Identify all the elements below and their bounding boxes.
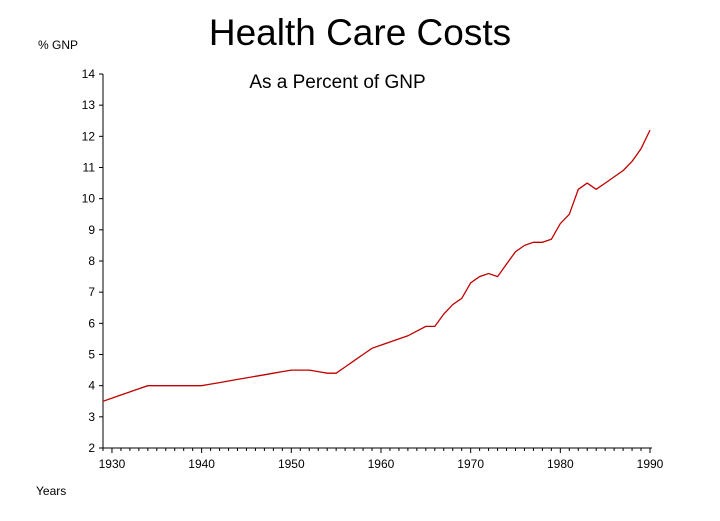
y-tick-label: 12: [82, 129, 96, 143]
y-tick-label: 6: [88, 316, 95, 330]
chart-title: Health Care Costs: [208, 12, 512, 53]
x-tick-label: 1960: [368, 457, 395, 471]
y-tick-label: 4: [88, 379, 95, 393]
plot-area: [102, 129, 651, 402]
axes: 2 3 4 5 6 7 8 9 10 11 12 13 14 1930 1940 1950 1960 1970 19…: [82, 67, 664, 471]
y-tick-label: 11: [83, 161, 96, 175]
series-line: [102, 129, 651, 402]
x-tick-label: 1950: [278, 457, 305, 471]
x-tick-label: 1940: [188, 457, 215, 471]
y-tick-label: 2: [88, 441, 95, 455]
y-tick-label: 5: [88, 348, 95, 362]
y-tick-label: 14: [82, 67, 96, 81]
x-tick-label: 1990: [637, 457, 664, 471]
x-tick-label: 1970: [457, 457, 484, 471]
y-tick-label: 8: [88, 254, 95, 268]
y-tick-label: 3: [88, 410, 95, 424]
y-tick-label: 13: [82, 98, 96, 112]
chart-subtitle: As a Percent of GNP: [249, 72, 426, 93]
y-axis-label: % GNP: [38, 38, 79, 52]
x-axis-label: Years: [36, 484, 67, 498]
y-tick-label: 7: [88, 285, 95, 299]
x-tick-label: 1980: [547, 457, 574, 471]
y-tick-label: 10: [82, 192, 96, 206]
x-tick-label: 1930: [99, 457, 126, 471]
y-tick-label: 9: [88, 223, 95, 237]
